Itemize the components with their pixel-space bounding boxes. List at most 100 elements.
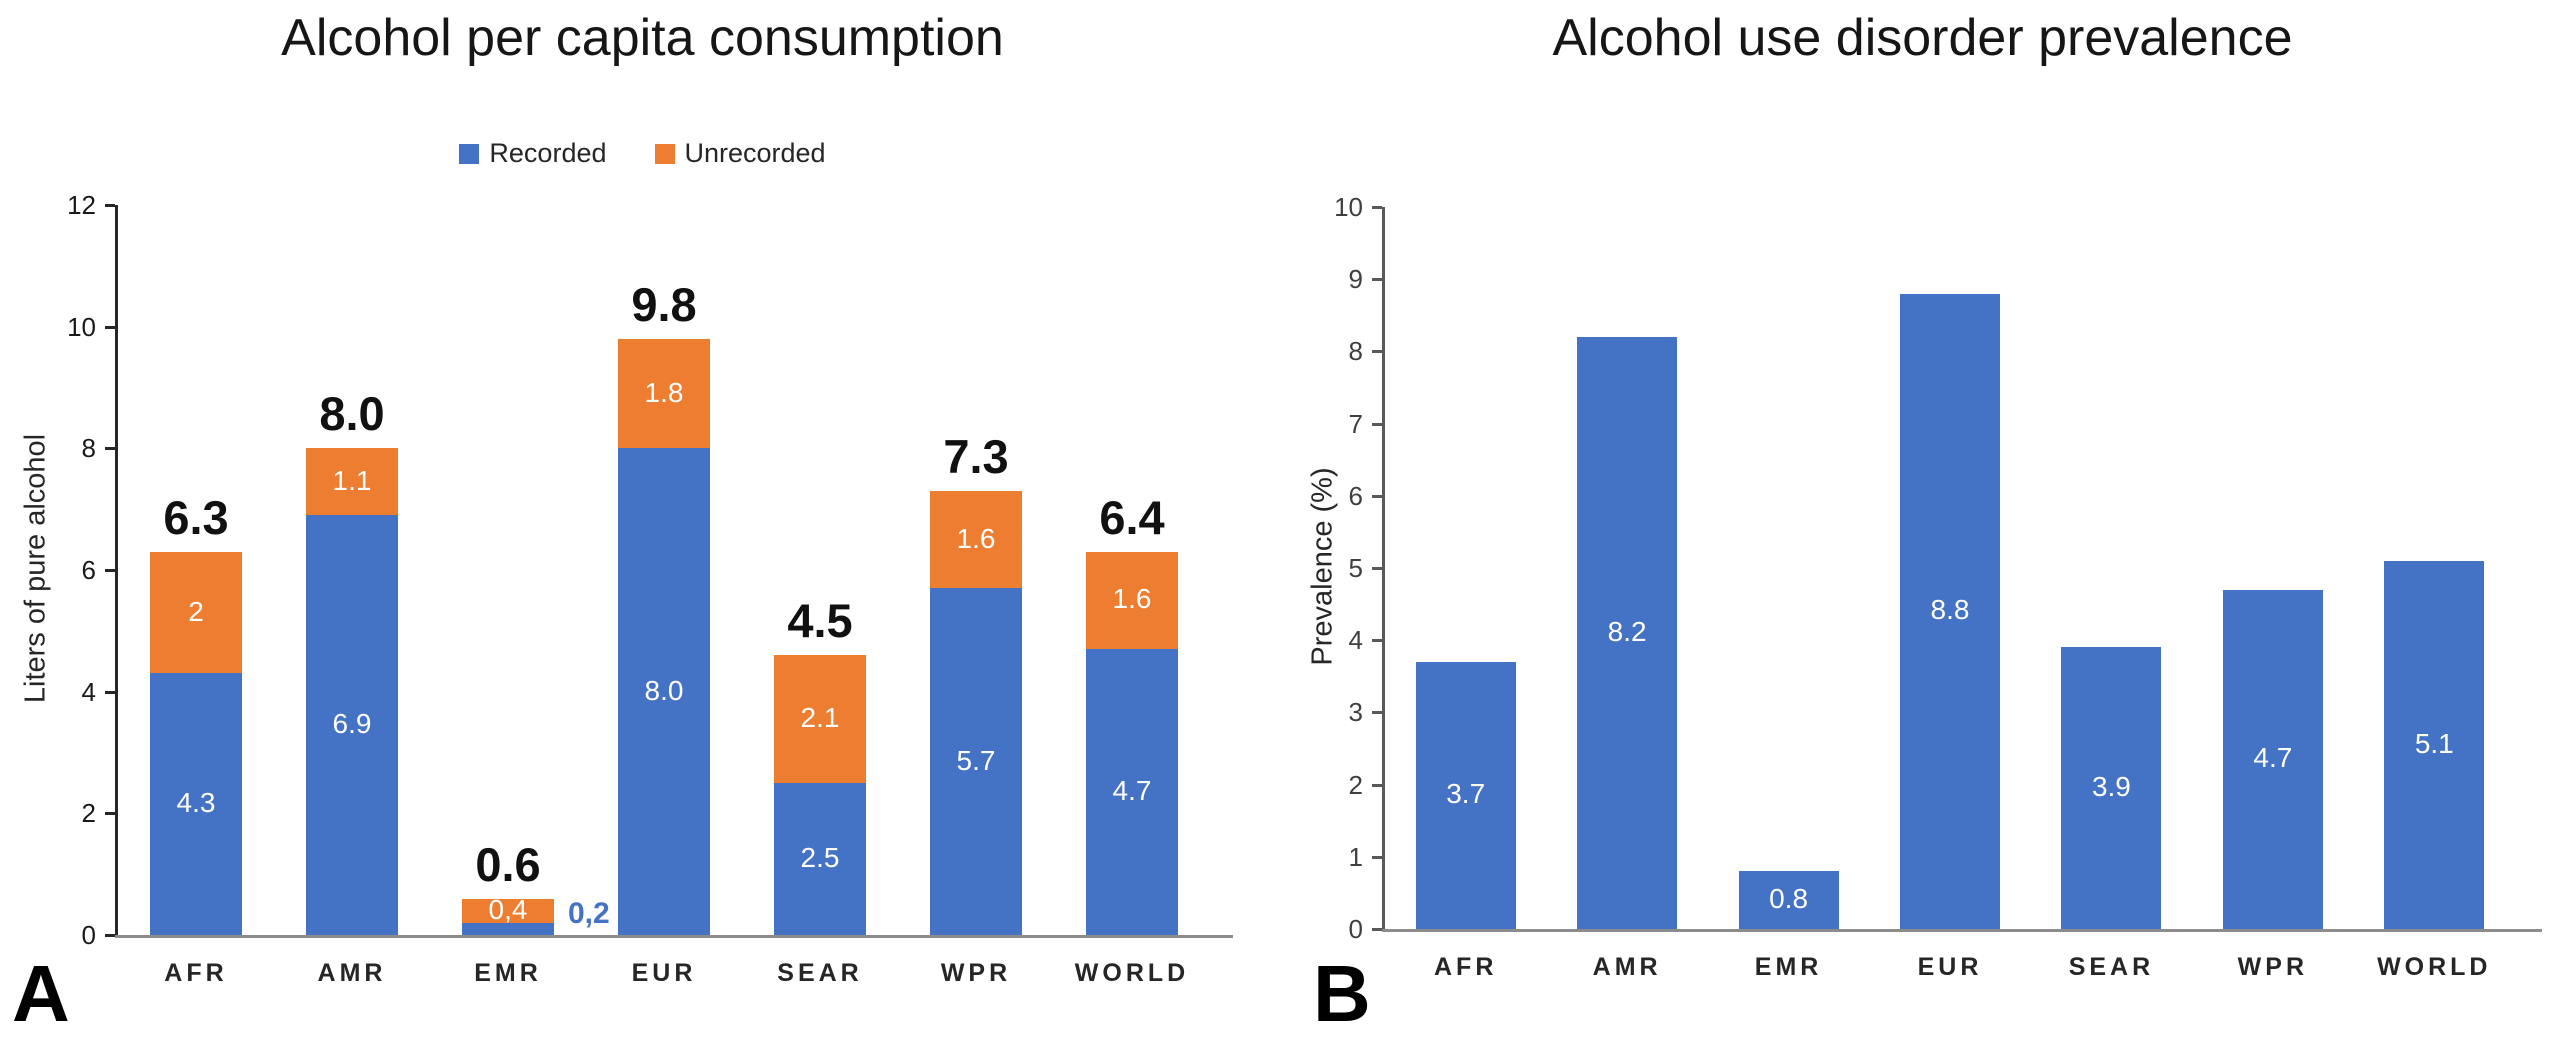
bar-amr-prevalence	[1577, 336, 1678, 929]
bar-world-prevalence	[2384, 560, 2485, 929]
x-category-label: SEAR	[2068, 953, 2155, 981]
y-tick-label: 10	[67, 311, 96, 342]
y-tick-label: 7	[1348, 408, 1363, 439]
bar-world-unrecorded	[1086, 551, 1178, 650]
bar-amr-recorded	[306, 515, 398, 935]
y-tick-mark	[105, 569, 115, 572]
bar-value-label: 4.3	[176, 787, 216, 819]
y-tick-label: 10	[1334, 192, 1363, 222]
bar-wpr-recorded	[930, 588, 1022, 935]
bar-value-label: 8.0	[644, 674, 684, 706]
chart-a-legend: Recorded Unrecorded	[0, 138, 1285, 169]
bar-wpr-prevalence	[2222, 589, 2323, 929]
y-tick-label: 0	[81, 920, 96, 950]
bar-sear-recorded	[774, 782, 866, 935]
bar-value-label: 8.2	[1607, 615, 1647, 647]
bar-sear-unrecorded	[774, 655, 866, 783]
x-category-label: AMR	[1592, 953, 1662, 981]
x-axis-line	[1382, 929, 2542, 932]
bar-eur-prevalence	[1900, 293, 2000, 929]
y-tick-mark	[1372, 206, 1382, 209]
bar-afr-prevalence	[1415, 661, 1516, 929]
y-tick-label: 6	[1348, 480, 1363, 511]
bar-value-label: 2	[188, 595, 204, 627]
bar-value-label: 1.6	[956, 522, 996, 554]
y-tick-mark	[1372, 278, 1382, 282]
bar-total-label: 7.3	[943, 429, 1009, 483]
y-tick-label: 5	[1348, 553, 1363, 583]
bar-value-label: 6.9	[332, 708, 372, 740]
y-tick-label: 0	[1348, 914, 1363, 944]
legend-label-unrecorded: Unrecorded	[684, 138, 826, 168]
y-tick-label: 2	[81, 798, 96, 829]
bar-value-label: 3.7	[1446, 778, 1486, 810]
y-tick-mark	[1372, 422, 1382, 426]
y-tick-label: 12	[67, 190, 96, 220]
y-axis-title: Liters of pure alcohol	[19, 433, 52, 704]
bar-eur-recorded	[618, 448, 710, 935]
y-tick-label: 3	[1348, 697, 1363, 728]
chart-b-plot: 0 1 2 3 4 5 6 7 8 9 10 Prevalence (%) 3.7 AFR 8.2 AMR 0.…	[1285, 0, 2560, 1052]
y-tick-mark	[1372, 783, 1382, 787]
y-tick-label: 4	[81, 676, 96, 707]
bar-value-label: 2.5	[800, 841, 840, 873]
x-axis-line	[115, 935, 1233, 938]
bar-total-label: 8.0	[319, 387, 385, 441]
chart-a-title: Alcohol per capita consumption	[281, 9, 1004, 67]
chart-a-plot: 0 2 4 6 8 10 12 Liters of pure alcohol 4.3 2 6.3 AF…	[19, 190, 1233, 987]
y-tick-label: 4	[1348, 625, 1363, 656]
bar-total-label: 6.3	[163, 490, 229, 544]
y-tick-mark	[1372, 639, 1382, 643]
bar-value-label: 2.1	[800, 702, 840, 734]
x-category-label: AFR	[1434, 953, 1498, 981]
bar-value-label: 4.7	[1112, 775, 1152, 807]
bar-amr-unrecorded	[306, 448, 398, 516]
y-tick-mark	[1372, 711, 1382, 715]
panel-alcohol-consumption: Alcohol per capita consumption Recorded U…	[0, 9, 1285, 1038]
legend-label-recorded: Recorded	[489, 138, 607, 168]
bar-value-label: 1.8	[644, 376, 684, 408]
bar-emr-recorded	[462, 922, 554, 935]
bar-total-label: 9.8	[631, 277, 697, 331]
y-tick-mark	[105, 325, 115, 329]
y-tick-mark	[1372, 928, 1382, 931]
bar-afr-unrecorded	[150, 551, 242, 674]
x-category-label: WORLD	[1074, 959, 1190, 987]
y-tick-label: 9	[1348, 264, 1363, 295]
bar-value-label: 0.8	[1769, 883, 1809, 915]
chart-b-title: Alcohol use disorder prevalence	[1552, 9, 2293, 67]
panel-alcohol-disorder-prevalence: Alcohol use disorder prevalence 0 1 2 3 4 5 6 7…	[1285, 0, 2560, 1052]
bar-value-label: 0,4	[488, 893, 528, 925]
bar-value-label: 1.6	[1112, 583, 1152, 615]
y-tick-label: 8	[1348, 336, 1363, 367]
y-axis-line	[1382, 207, 1385, 929]
x-category-label: EMR	[474, 959, 542, 987]
x-category-label: WPR	[940, 959, 1012, 987]
y-tick-mark	[1372, 567, 1382, 570]
y-tick-label: 6	[81, 555, 96, 585]
x-category-label: AMR	[317, 959, 387, 987]
legend-item-unrecorded: Unrecorded	[654, 138, 826, 169]
y-tick-mark	[105, 447, 115, 451]
y-axis-title: Prevalence (%)	[1306, 467, 1339, 666]
bar-value-label: 5.1	[2414, 727, 2454, 759]
bar-value-label: 1.1	[332, 464, 372, 496]
bar-total-label: 4.5	[787, 594, 853, 648]
y-tick-mark	[105, 812, 115, 816]
x-category-label: EUR	[631, 959, 697, 987]
bar-value-label: 5.7	[956, 744, 996, 776]
bar-wpr-unrecorded	[930, 490, 1022, 589]
bar-emr-prevalence	[1738, 871, 1839, 929]
panel-b-letter: B	[1313, 949, 1371, 1038]
y-tick-label: 2	[1348, 769, 1363, 800]
bar-afr-recorded	[150, 673, 242, 935]
x-category-label: SEAR	[777, 959, 863, 987]
y-tick-mark	[1372, 855, 1382, 859]
y-tick-label: 1	[1348, 841, 1363, 872]
y-tick-mark	[105, 204, 115, 207]
x-category-label: EUR	[1917, 953, 1983, 981]
bar-total-label: 0.6	[475, 837, 541, 891]
y-tick-mark	[1372, 350, 1382, 354]
bar-eur-unrecorded	[618, 338, 710, 449]
y-tick-label: 8	[81, 433, 96, 464]
